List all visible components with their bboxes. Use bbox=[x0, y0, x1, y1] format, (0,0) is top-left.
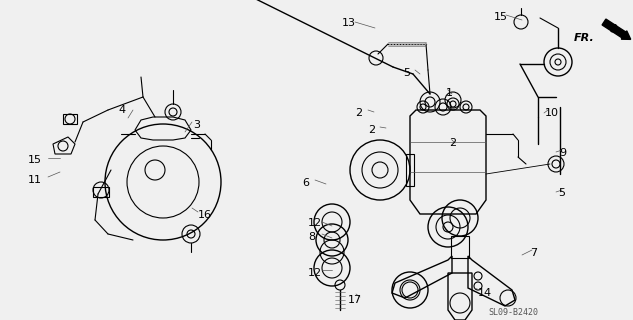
Text: 13: 13 bbox=[342, 18, 356, 28]
Bar bbox=[406, 154, 414, 186]
Text: 16: 16 bbox=[198, 210, 212, 220]
Text: 3: 3 bbox=[193, 120, 200, 130]
Bar bbox=[63, 114, 77, 124]
Text: 8: 8 bbox=[308, 232, 315, 242]
Text: 15: 15 bbox=[28, 155, 42, 165]
Text: 6: 6 bbox=[302, 178, 309, 188]
Bar bbox=[451, 236, 469, 258]
Text: 5: 5 bbox=[403, 68, 410, 78]
Text: 2: 2 bbox=[355, 108, 362, 118]
Text: FR.: FR. bbox=[574, 33, 595, 43]
Text: 11: 11 bbox=[28, 175, 42, 185]
Bar bbox=[93, 187, 109, 197]
Text: 15: 15 bbox=[494, 12, 508, 22]
Text: 1: 1 bbox=[446, 88, 453, 98]
Text: 2: 2 bbox=[368, 125, 375, 135]
Text: 2: 2 bbox=[449, 138, 456, 148]
FancyArrow shape bbox=[602, 19, 630, 39]
Text: 10: 10 bbox=[545, 108, 559, 118]
Text: 12: 12 bbox=[308, 218, 322, 228]
Text: 4: 4 bbox=[118, 105, 125, 115]
Text: 7: 7 bbox=[530, 248, 537, 258]
Text: 9: 9 bbox=[559, 148, 566, 158]
Text: 12: 12 bbox=[308, 268, 322, 278]
Text: 5: 5 bbox=[558, 188, 565, 198]
Text: SL09-B2420: SL09-B2420 bbox=[488, 308, 538, 317]
Text: 17: 17 bbox=[348, 295, 362, 305]
Text: 14: 14 bbox=[478, 288, 492, 298]
